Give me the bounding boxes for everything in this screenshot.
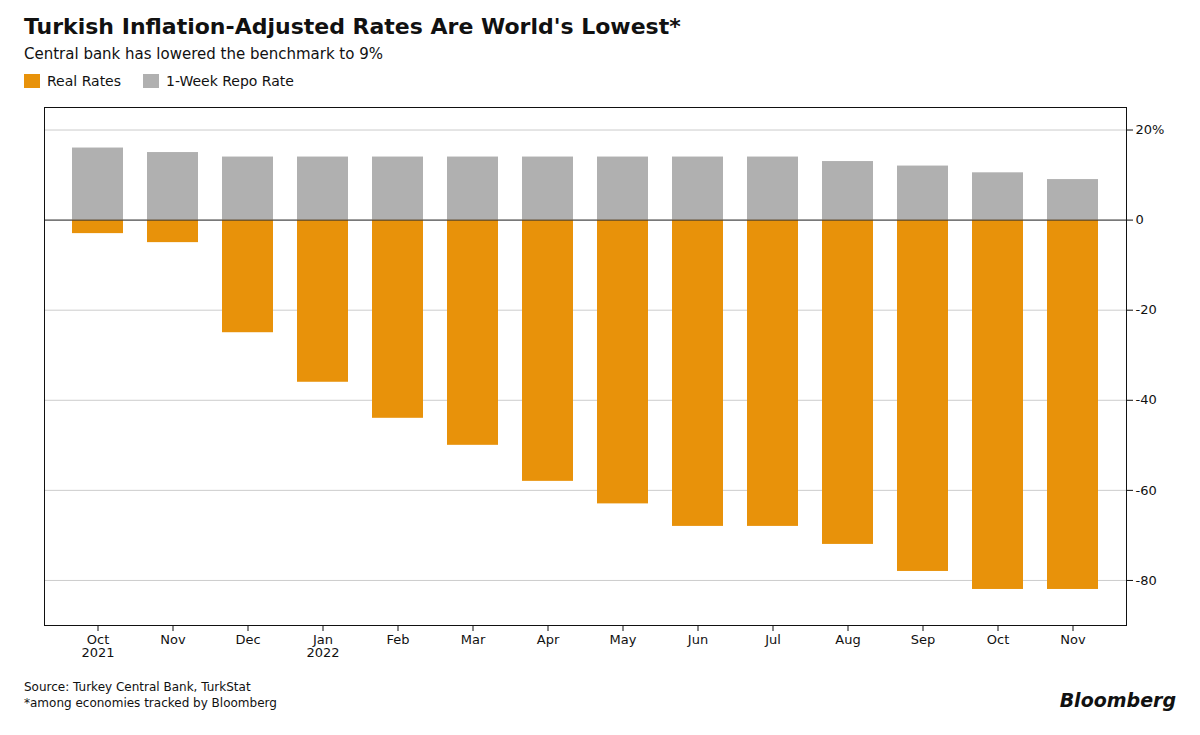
svg-text:Sep: Sep (911, 632, 936, 647)
html-text:1-Week Repo Rate: 1-Week Repo Rate (166, 73, 294, 89)
html-text:Central bank has lowered the b: Central bank has lowered the benchmark t… (24, 45, 383, 63)
svg-text:20%: 20% (1136, 122, 1165, 137)
svg-text:Jan2022: Jan2022 (306, 632, 339, 660)
svg-text:Oct2021: Oct2021 (81, 632, 114, 660)
html-text:Turkish Inflation-Adjusted Rat: Turkish Inflation-Adjusted Rates Are Wor… (24, 14, 681, 39)
svg-text:-20: -20 (1136, 302, 1157, 317)
svg-text:0: 0 (1136, 212, 1144, 227)
svg-text:Apr: Apr (537, 632, 560, 647)
svg-text:-80: -80 (1136, 573, 1157, 588)
svg-text:Feb: Feb (386, 632, 409, 647)
svg-text:-40: -40 (1136, 392, 1157, 407)
svg-text:Nov: Nov (1060, 632, 1086, 647)
html-text:Source: Turkey Central Bank, T: Source: Turkey Central Bank, TurkStat *a… (24, 680, 277, 711)
html-text:Bloomberg: Bloomberg (1059, 689, 1176, 712)
html-text:Real Rates: Real Rates (47, 73, 121, 89)
svg-text:Jul: Jul (764, 632, 781, 647)
svg-text:Aug: Aug (835, 632, 860, 647)
svg-text:Mar: Mar (461, 632, 486, 647)
svg-text:Jun: Jun (687, 632, 708, 647)
svg-text:Nov: Nov (160, 632, 186, 647)
svg-text:Oct: Oct (987, 632, 1009, 647)
svg-text:May: May (610, 632, 637, 647)
svg-text:-60: -60 (1136, 483, 1157, 498)
svg-text:Dec: Dec (235, 632, 260, 647)
